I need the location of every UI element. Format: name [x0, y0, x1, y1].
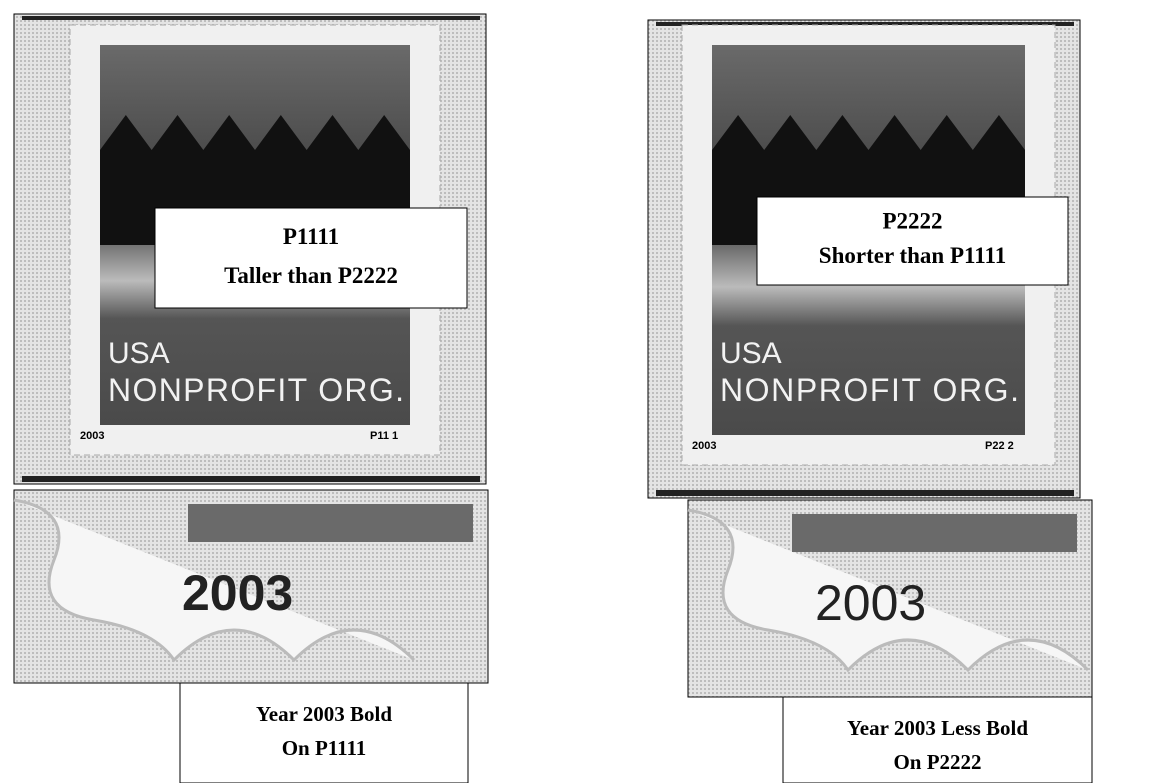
- zoom-year: 2003: [182, 565, 293, 621]
- zoom-bar: [188, 504, 473, 542]
- figure: USANONPROFIT ORG.2003P11 12003P1111Talle…: [0, 0, 1159, 783]
- zoom-year: 2003: [815, 575, 926, 631]
- plate-number: P22 2: [985, 440, 1014, 452]
- callout-line: Shorter than P1111: [819, 243, 1006, 268]
- stamp-year: 2003: [80, 430, 104, 442]
- caption-box: [180, 683, 468, 783]
- callout-box: [155, 208, 467, 308]
- caption-line: On P2222: [893, 750, 981, 774]
- caption-line: Year 2003 Bold: [256, 702, 392, 726]
- stamp-year: 2003: [692, 440, 716, 452]
- caption-line: On P1111: [282, 736, 367, 760]
- callout-line: Taller than P2222: [224, 263, 398, 288]
- bottom-bar: [22, 476, 480, 482]
- plate-number: P11 1: [370, 430, 398, 442]
- stamp-usa: USA: [108, 337, 170, 370]
- stamp-nonprofit: NONPROFIT ORG.: [108, 372, 404, 408]
- stamp-usa: USA: [720, 337, 782, 370]
- callout-line: P1111: [283, 224, 339, 249]
- callout-line: P2222: [882, 209, 942, 234]
- zoom-bar: [792, 514, 1077, 552]
- bottom-bar: [656, 490, 1074, 496]
- top-bar: [22, 16, 480, 20]
- stamp-nonprofit: NONPROFIT ORG.: [720, 372, 1019, 408]
- caption-line: Year 2003 Less Bold: [847, 716, 1028, 740]
